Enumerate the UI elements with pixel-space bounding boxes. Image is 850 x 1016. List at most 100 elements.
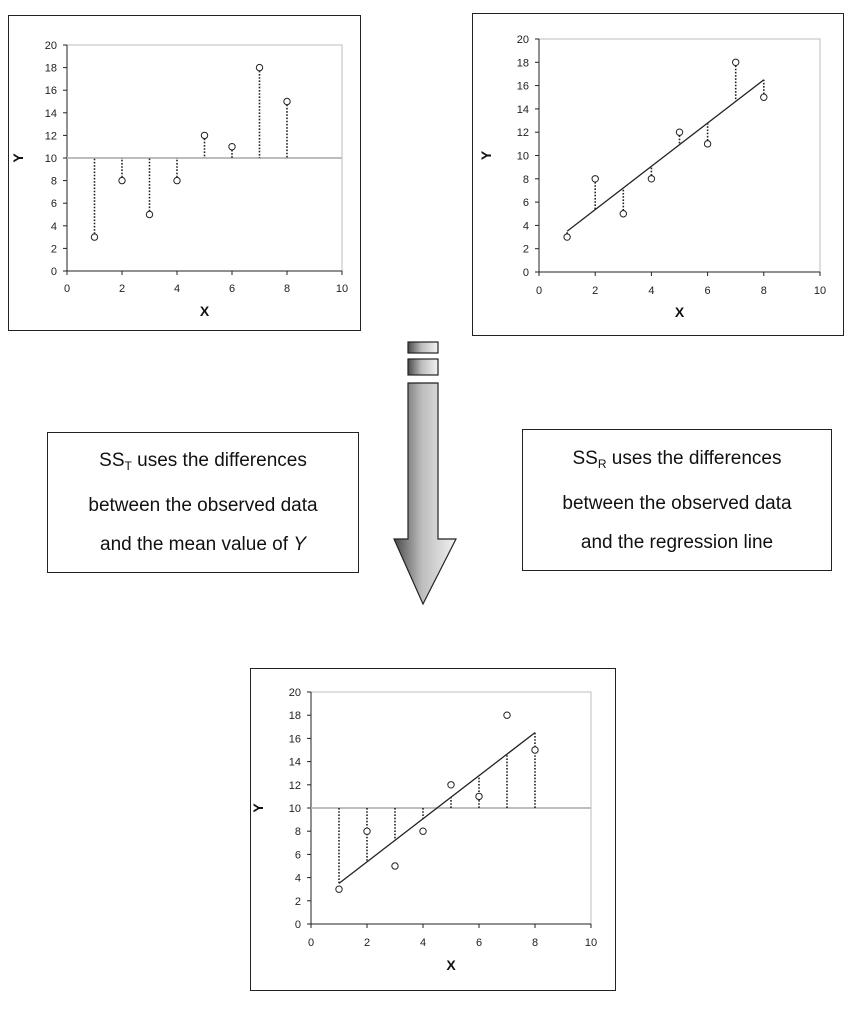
data-point — [363, 827, 371, 835]
y-tick-label: 8 — [51, 176, 57, 188]
y-tick-label: 4 — [295, 873, 301, 885]
x-tick-label: 0 — [64, 283, 70, 295]
x-tick-label: 10 — [585, 937, 597, 949]
y-tick-label: 8 — [295, 826, 301, 838]
x-tick-label: 8 — [761, 285, 767, 297]
combined-chart: 0 2 4 6 8 10 12 14 16 18 20 0 2 4 6 8 10 X Y — [251, 687, 597, 973]
y-tick-label: 4 — [51, 221, 57, 233]
x-axis-title: X — [446, 957, 456, 973]
y-tick-label: 6 — [51, 198, 57, 210]
data-point — [675, 128, 684, 136]
y-tick-label: 16 — [517, 81, 529, 93]
x-tick-label: 2 — [364, 937, 370, 949]
regression-line — [566, 79, 765, 232]
x-axis-title: X — [675, 304, 685, 320]
data-point — [145, 210, 154, 219]
data-point — [531, 746, 539, 754]
y-tick-label: 12 — [289, 780, 301, 792]
x-axis-title: X — [200, 303, 210, 319]
arrow-segment-middle — [407, 358, 439, 376]
data-point — [228, 143, 236, 151]
sst-chart: 0 2 4 6 8 10 12 14 16 18 20 0 2 4 6 8 10 X Y — [10, 40, 348, 319]
data-point — [283, 97, 291, 106]
x-tick-label: 4 — [420, 937, 426, 949]
x-tick-label: 4 — [174, 283, 180, 295]
y-tick-label: 10 — [517, 151, 529, 163]
y-tick-label: 20 — [517, 34, 529, 46]
x-tick-label: 8 — [284, 283, 290, 295]
y-tick-label: 12 — [45, 130, 57, 142]
ssr-caption-box: SSR uses the differences between the obs… — [522, 429, 832, 571]
data-point — [619, 210, 628, 218]
data-point — [563, 233, 571, 241]
data-point — [173, 176, 181, 185]
x-tick-label: 10 — [336, 283, 348, 295]
data-point — [200, 131, 209, 140]
sst-caption-line2: between the observed data — [88, 495, 318, 516]
x-tick-label: 6 — [229, 283, 235, 295]
down-arrow-icon — [393, 341, 457, 606]
y-tick-label: 10 — [45, 153, 57, 165]
y-tick-label: 18 — [45, 63, 57, 75]
y-tick-label: 20 — [289, 687, 301, 699]
x-tick-label: 2 — [119, 283, 125, 295]
y-tick-label: 0 — [51, 266, 57, 278]
y-tick-label: 0 — [295, 919, 301, 931]
y-tick-label: 2 — [523, 244, 529, 256]
y-tick-label: 16 — [289, 733, 301, 745]
combined-chart-panel: 0 2 4 6 8 10 12 14 16 18 20 0 2 4 6 8 10 X Y — [250, 668, 616, 991]
y-tick-label: 6 — [295, 849, 301, 861]
sst-caption-line1: SST uses the differences — [99, 450, 307, 473]
sst-caption-line3: and the mean value of Y — [100, 534, 306, 555]
data-point — [647, 175, 656, 183]
ssr-caption-line3: and the regression line — [580, 531, 774, 553]
ssr-chart: 0 2 4 6 8 10 12 14 16 18 20 0 2 4 6 8 10 X Y — [478, 34, 826, 320]
regression-line — [338, 732, 536, 884]
y-tick-label: 8 — [523, 174, 529, 186]
data-point — [255, 63, 264, 72]
x-tick-label: 10 — [814, 285, 826, 297]
y-tick-label: 6 — [523, 197, 529, 209]
ssr-caption-line2: between the observed data — [562, 492, 792, 514]
y-tick-label: 18 — [517, 57, 529, 69]
data-point — [447, 781, 455, 789]
data-point — [391, 862, 399, 870]
x-tick-label: 8 — [532, 937, 538, 949]
data-point — [732, 58, 740, 66]
x-tick-label: 0 — [308, 937, 314, 949]
data-point — [118, 176, 126, 185]
y-tick-label: 12 — [517, 127, 529, 139]
y-tick-label: 14 — [517, 104, 529, 116]
x-tick-label: 6 — [705, 285, 711, 297]
y-tick-label: 10 — [289, 803, 301, 815]
data-point — [760, 93, 768, 101]
ssr-caption-line1: SSR uses the differences — [572, 447, 782, 471]
x-tick-label: 6 — [476, 937, 482, 949]
y-axis-title: Y — [251, 803, 266, 813]
y-tick-label: 4 — [523, 220, 529, 232]
y-tick-label: 16 — [45, 85, 57, 97]
y-tick-label: 18 — [289, 710, 301, 722]
arrow-shaft-and-head — [393, 382, 457, 606]
data-point — [475, 792, 483, 801]
x-tick-label: 4 — [648, 285, 654, 297]
sst-caption-box: SST uses the differences between the obs… — [47, 432, 359, 573]
y-tick-label: 2 — [51, 243, 57, 255]
sst-chart-panel: 0 2 4 6 8 10 12 14 16 18 20 0 2 4 6 8 10 X Y — [8, 15, 361, 331]
data-point — [703, 140, 712, 148]
plot-frame — [538, 38, 821, 273]
x-tick-label: 0 — [536, 285, 542, 297]
y-tick-label: 14 — [289, 757, 301, 769]
y-tick-label: 2 — [295, 896, 301, 908]
data-point — [503, 711, 511, 719]
x-tick-label: 2 — [592, 285, 598, 297]
data-point — [90, 233, 99, 241]
y-axis-title: Y — [10, 153, 26, 163]
y-tick-label: 20 — [45, 40, 57, 52]
data-point — [335, 885, 343, 893]
data-point — [591, 175, 599, 183]
arrow-segment-top — [407, 341, 439, 354]
y-tick-label: 14 — [45, 108, 57, 120]
y-tick-label: 0 — [523, 267, 529, 279]
data-point — [419, 827, 427, 835]
